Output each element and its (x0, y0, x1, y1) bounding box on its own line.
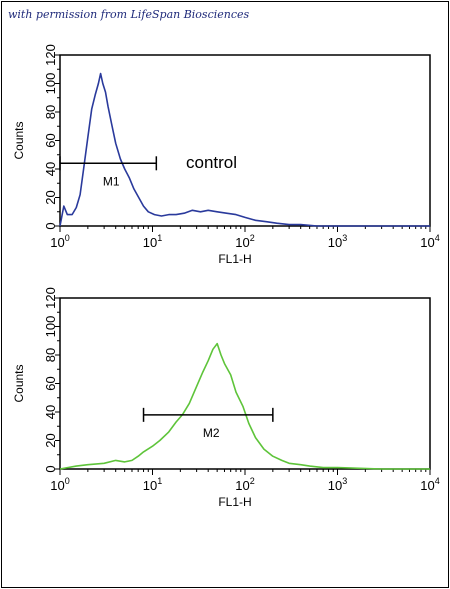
x-axis-label: FL1-H (218, 252, 251, 266)
histogram-line (59, 72, 430, 227)
y-axis-label: Counts (12, 364, 26, 402)
marker-label: M2 (203, 426, 220, 440)
histogram-panel-2: 0 20 40 60 80 100 120 Counts 100 101 102 103 104 FL1-… (12, 287, 440, 509)
plot-frame (59, 297, 431, 470)
y-tick-label: 40 (43, 162, 58, 176)
marker-gate: M2 (142, 407, 274, 440)
y-tick-label: 20 (43, 433, 58, 447)
x-tick-label: 104 (420, 476, 439, 493)
x-tick-label: 103 (328, 476, 347, 493)
x-tick-label: 104 (420, 233, 439, 250)
y-tick-label: 20 (43, 190, 58, 204)
histogram-line (59, 342, 430, 470)
y-tick-label: 120 (43, 44, 58, 66)
y-tick-label: 120 (43, 287, 58, 309)
y-axis-label: Counts (12, 121, 26, 159)
y-tick-label: 60 (43, 133, 58, 147)
marker-label: M1 (103, 174, 120, 188)
y-tick-label: 0 (43, 222, 58, 229)
y-tick-label: 100 (43, 316, 58, 338)
x-tick-label: 100 (50, 233, 69, 250)
y-tick-label: 100 (43, 73, 58, 95)
y-tick-label: 0 (43, 465, 58, 472)
marker-gate: M1 (59, 156, 158, 188)
x-tick-label: 102 (235, 233, 254, 250)
annotation-control: control (186, 153, 237, 172)
y-tick-label: 80 (43, 348, 58, 362)
y-tick-label: 60 (43, 376, 58, 390)
x-tick-label: 102 (235, 476, 254, 493)
y-tick-label: 80 (43, 105, 58, 119)
x-tick-label: 101 (143, 233, 162, 250)
x-axis-label: FL1-H (218, 495, 251, 509)
y-tick-label: 40 (43, 405, 58, 419)
x-tick-label: 100 (50, 476, 69, 493)
x-tick-label: 103 (328, 233, 347, 250)
x-tick-label: 101 (143, 476, 162, 493)
histogram-panel-1: 0 20 40 60 80 100 120 Counts 100 101 102 103 104 FL1-… (12, 44, 440, 266)
credit-text: with permission from LifeSpan Bioscience… (8, 8, 250, 21)
